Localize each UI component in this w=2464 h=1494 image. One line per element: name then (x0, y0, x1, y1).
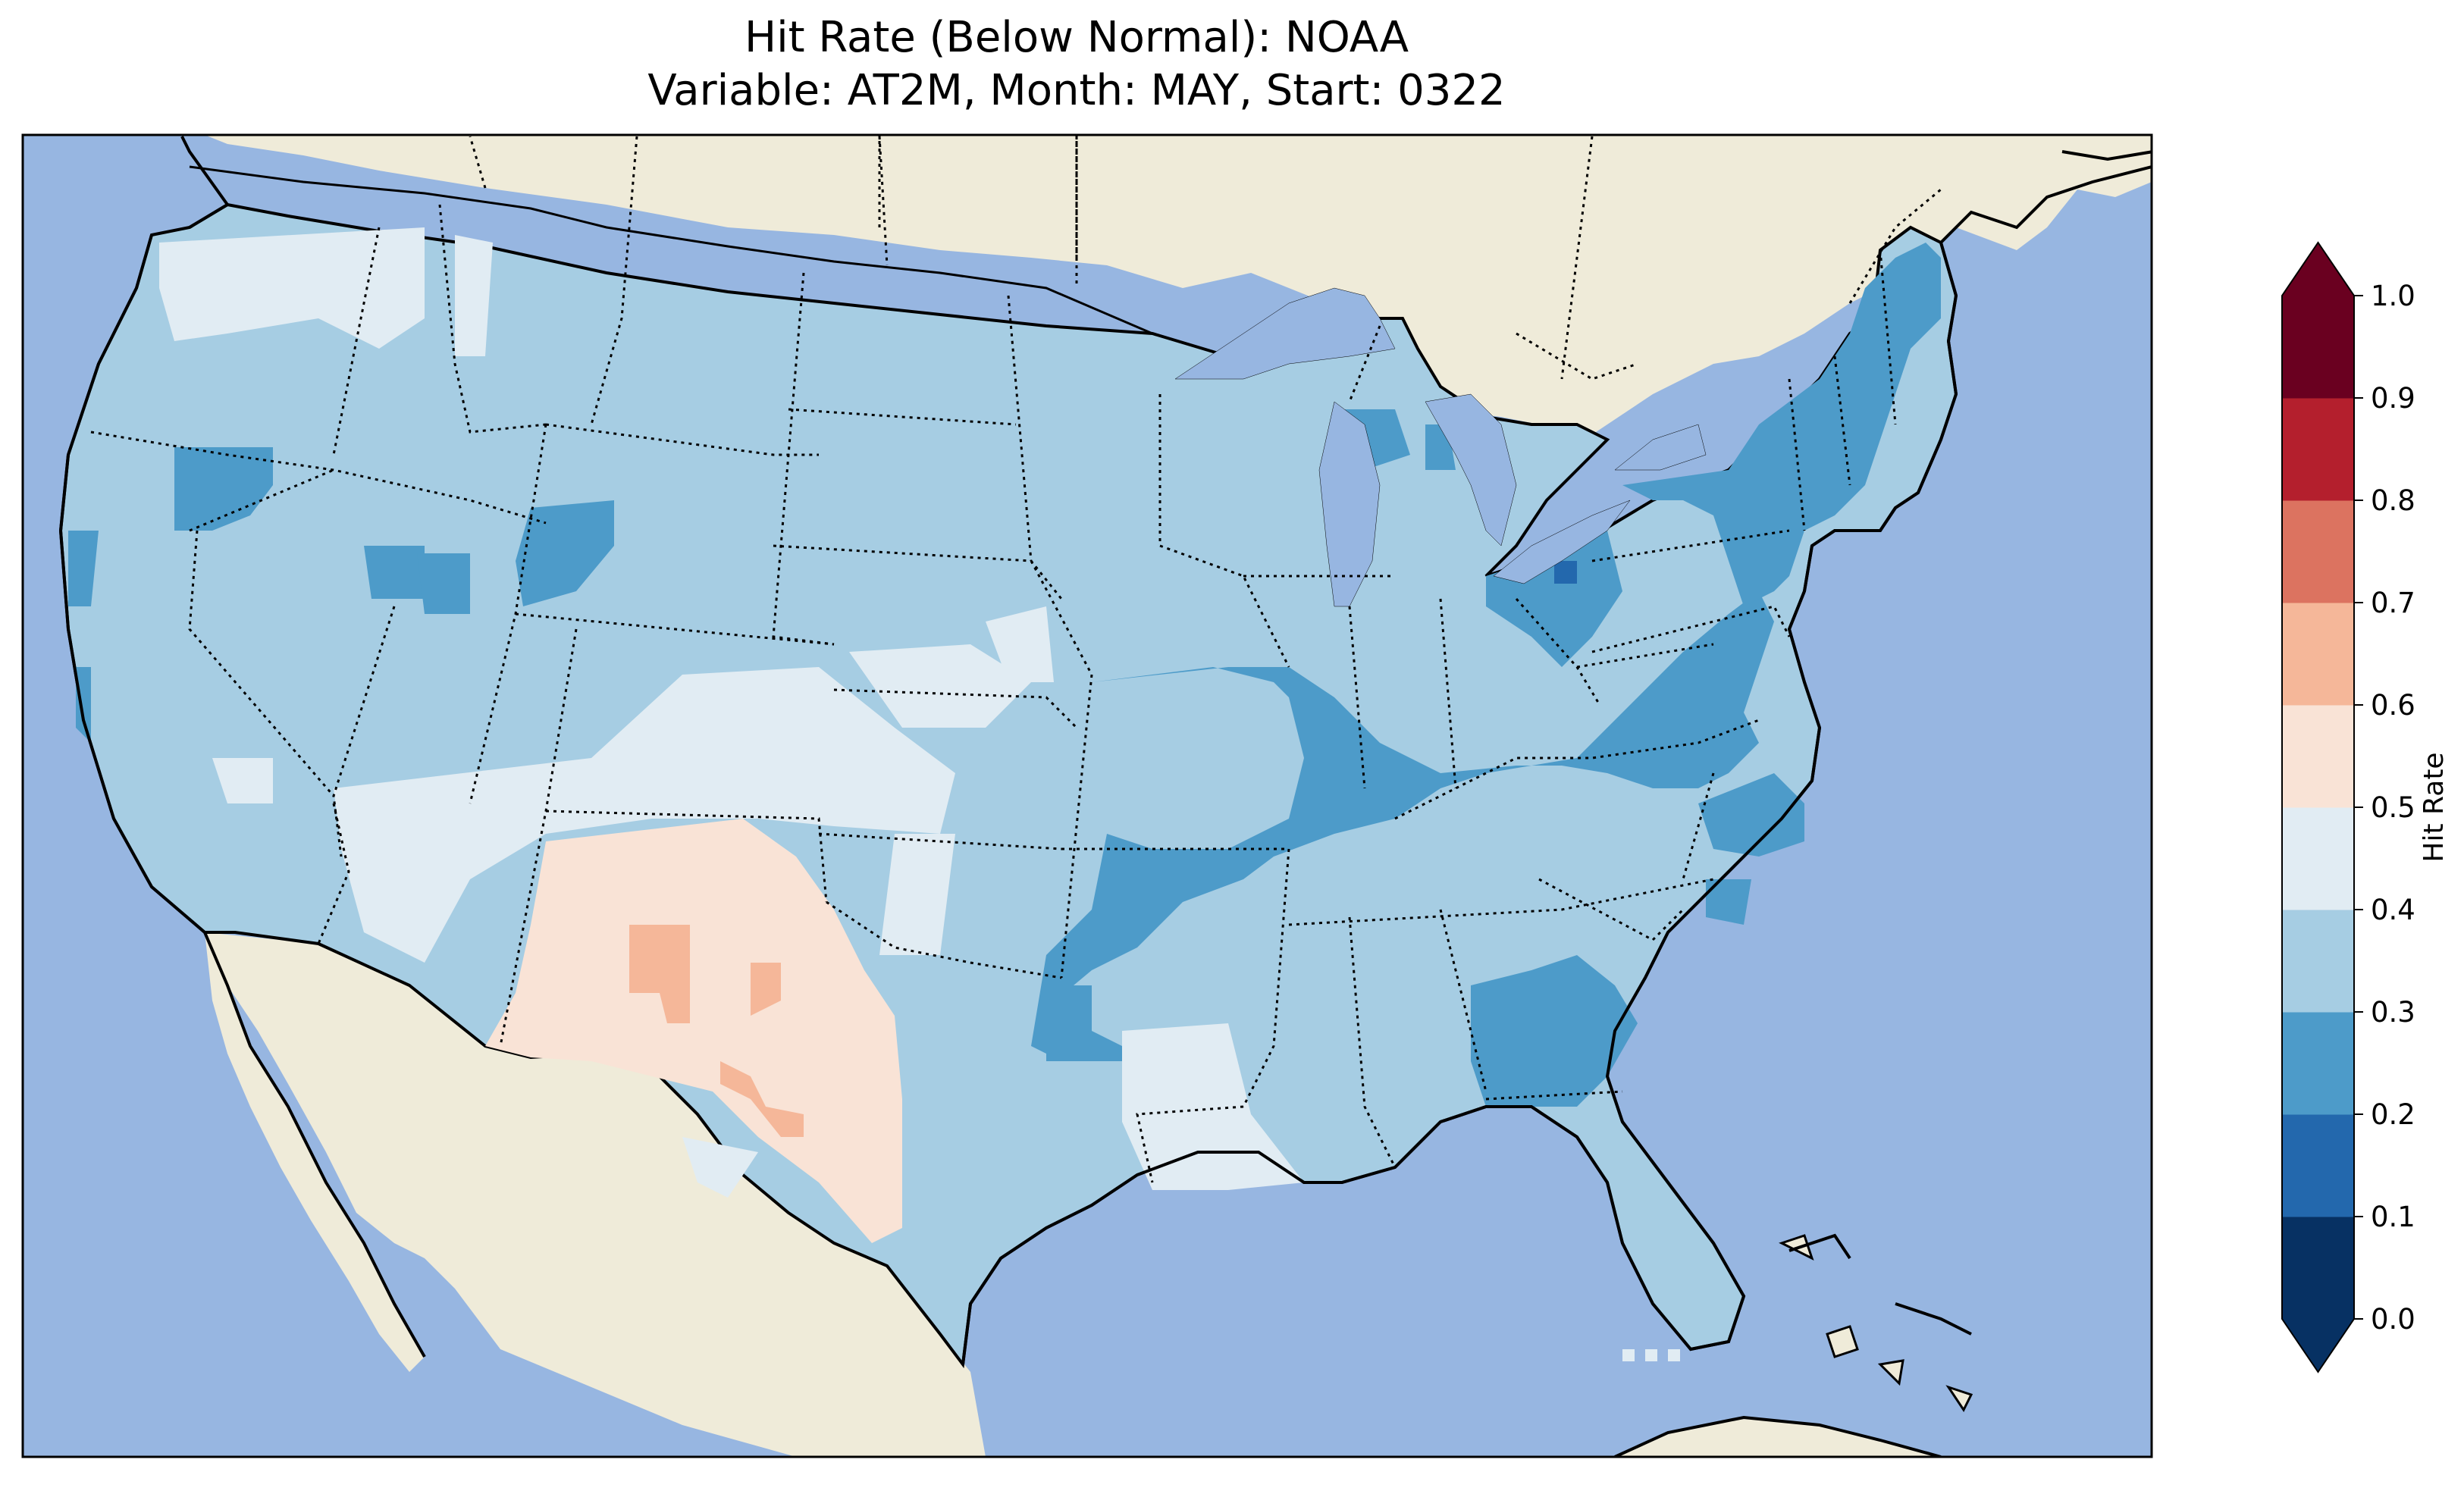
baja-california (205, 932, 425, 1372)
class-0.1-0.2 (1554, 561, 1577, 584)
mexico-land (205, 932, 986, 1457)
colorbar-extend-min (2282, 1319, 2354, 1372)
colorbar-segment (2282, 1114, 2354, 1217)
colorbar-extend-max (2282, 243, 2354, 296)
colorbar: 0.0 0.1 0.2 0.3 0.4 0.5 0.6 0.7 0.8 0.9 1.0 Hit Rat… (2281, 241, 2450, 1373)
colorbar-tick-label: 0.0 (2371, 1303, 2415, 1336)
colorbar-segment (2282, 910, 2354, 1013)
colorbar-tick-label: 0.3 (2371, 996, 2415, 1029)
colorbar-segment (2282, 705, 2354, 808)
state-borders (90, 136, 1897, 1183)
colorbar-label: Hit Rate (2419, 752, 2450, 862)
colorbar-tick-label: 1.0 (2371, 280, 2415, 312)
map-title-line1: Hit Rate (Below Normal): NOAA (744, 13, 1409, 62)
florida-keys (1622, 1349, 1680, 1361)
colorbar-segment (2282, 1012, 2354, 1115)
colorbar-tick-label: 0.4 (2371, 894, 2415, 926)
coastlines (58, 136, 2152, 1457)
colorbar-segment (2282, 603, 2354, 706)
class-0.6-0.7 (629, 925, 804, 1137)
colorbar-tick-label: 0.8 (2371, 484, 2415, 517)
colorbar-segment (2282, 500, 2354, 603)
colorbar-tick-label: 0.1 (2371, 1201, 2415, 1233)
map-title-line2: Variable: AT2M, Month: MAY, Start: 0322 (647, 66, 1506, 115)
great-lakes (1174, 287, 1707, 607)
canada-land (205, 135, 2152, 584)
colorbar-segment (2282, 1217, 2354, 1320)
class-0.2-0.3 (68, 243, 1941, 1107)
colorbar-tick-label: 0.2 (2371, 1098, 2415, 1131)
canada-us-border (189, 165, 1153, 335)
colorbar-segment (2282, 807, 2354, 910)
map-frame (21, 133, 2153, 1458)
colorbar-tick-label: 0.6 (2371, 689, 2415, 722)
bahamas-islands (1779, 1234, 1973, 1412)
colorbar-tick-label: 0.9 (2371, 382, 2415, 415)
colorbar-segment (2282, 398, 2354, 501)
colorbar-tick-label: 0.5 (2371, 791, 2415, 824)
map-panel (23, 135, 2152, 1457)
colorbar-segment (2282, 296, 2354, 399)
colorbar-tick-label: 0.7 (2371, 587, 2415, 619)
province-borders (469, 135, 1942, 381)
